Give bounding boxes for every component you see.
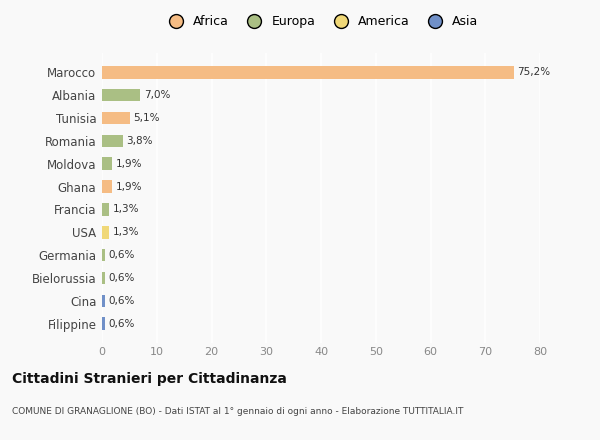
Bar	[102, 89, 140, 102]
Text: Cittadini Stranieri per Cittadinanza: Cittadini Stranieri per Cittadinanza	[12, 372, 287, 386]
Text: 1,9%: 1,9%	[116, 159, 142, 169]
Text: 0,6%: 0,6%	[109, 273, 135, 283]
Text: 1,3%: 1,3%	[112, 227, 139, 237]
Text: 0,6%: 0,6%	[109, 319, 135, 329]
Bar	[102, 226, 109, 238]
Bar	[102, 112, 130, 124]
Bar	[102, 203, 109, 216]
Text: COMUNE DI GRANAGLIONE (BO) - Dati ISTAT al 1° gennaio di ogni anno - Elaborazion: COMUNE DI GRANAGLIONE (BO) - Dati ISTAT …	[12, 407, 463, 416]
Bar	[102, 294, 105, 307]
Text: 7,0%: 7,0%	[143, 90, 170, 100]
Text: 3,8%: 3,8%	[126, 136, 152, 146]
Text: 1,3%: 1,3%	[112, 205, 139, 214]
Text: 0,6%: 0,6%	[109, 296, 135, 306]
Text: 75,2%: 75,2%	[517, 67, 550, 77]
Bar	[102, 135, 123, 147]
Bar	[102, 158, 112, 170]
Bar	[102, 249, 105, 261]
Legend: Africa, Europa, America, Asia: Africa, Europa, America, Asia	[161, 13, 481, 31]
Bar	[102, 66, 514, 79]
Text: 5,1%: 5,1%	[133, 113, 160, 123]
Bar	[102, 180, 112, 193]
Bar	[102, 272, 105, 284]
Text: 0,6%: 0,6%	[109, 250, 135, 260]
Bar	[102, 317, 105, 330]
Text: 1,9%: 1,9%	[116, 182, 142, 191]
